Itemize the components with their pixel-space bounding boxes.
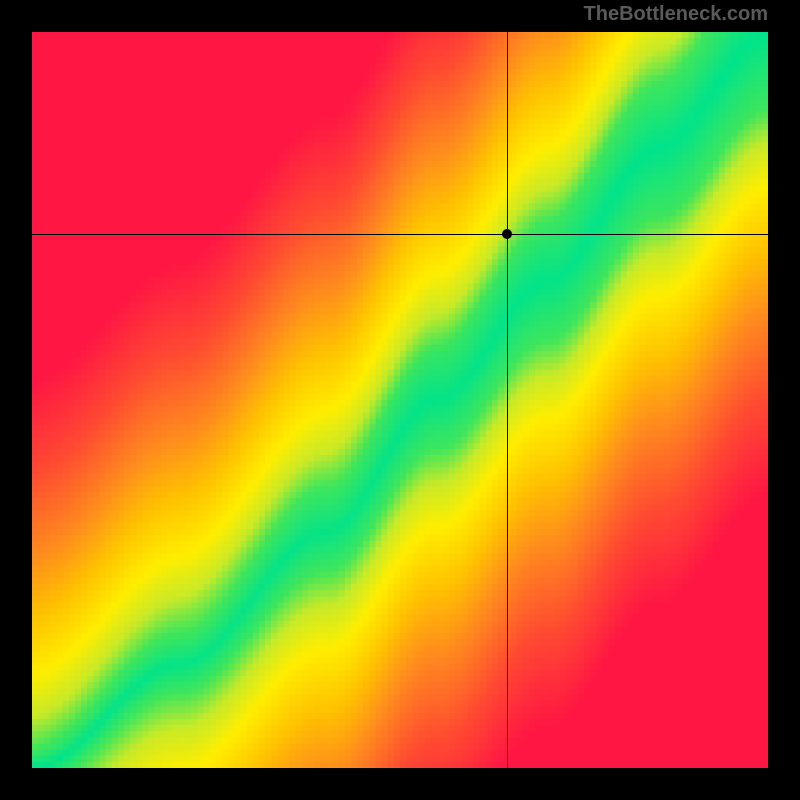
heatmap-plot bbox=[32, 32, 768, 768]
crosshair-vertical bbox=[507, 32, 508, 768]
watermark-text: TheBottleneck.com bbox=[584, 3, 768, 26]
heatmap-canvas bbox=[32, 32, 768, 768]
crosshair-horizontal bbox=[32, 234, 768, 235]
crosshair-marker bbox=[502, 229, 512, 239]
